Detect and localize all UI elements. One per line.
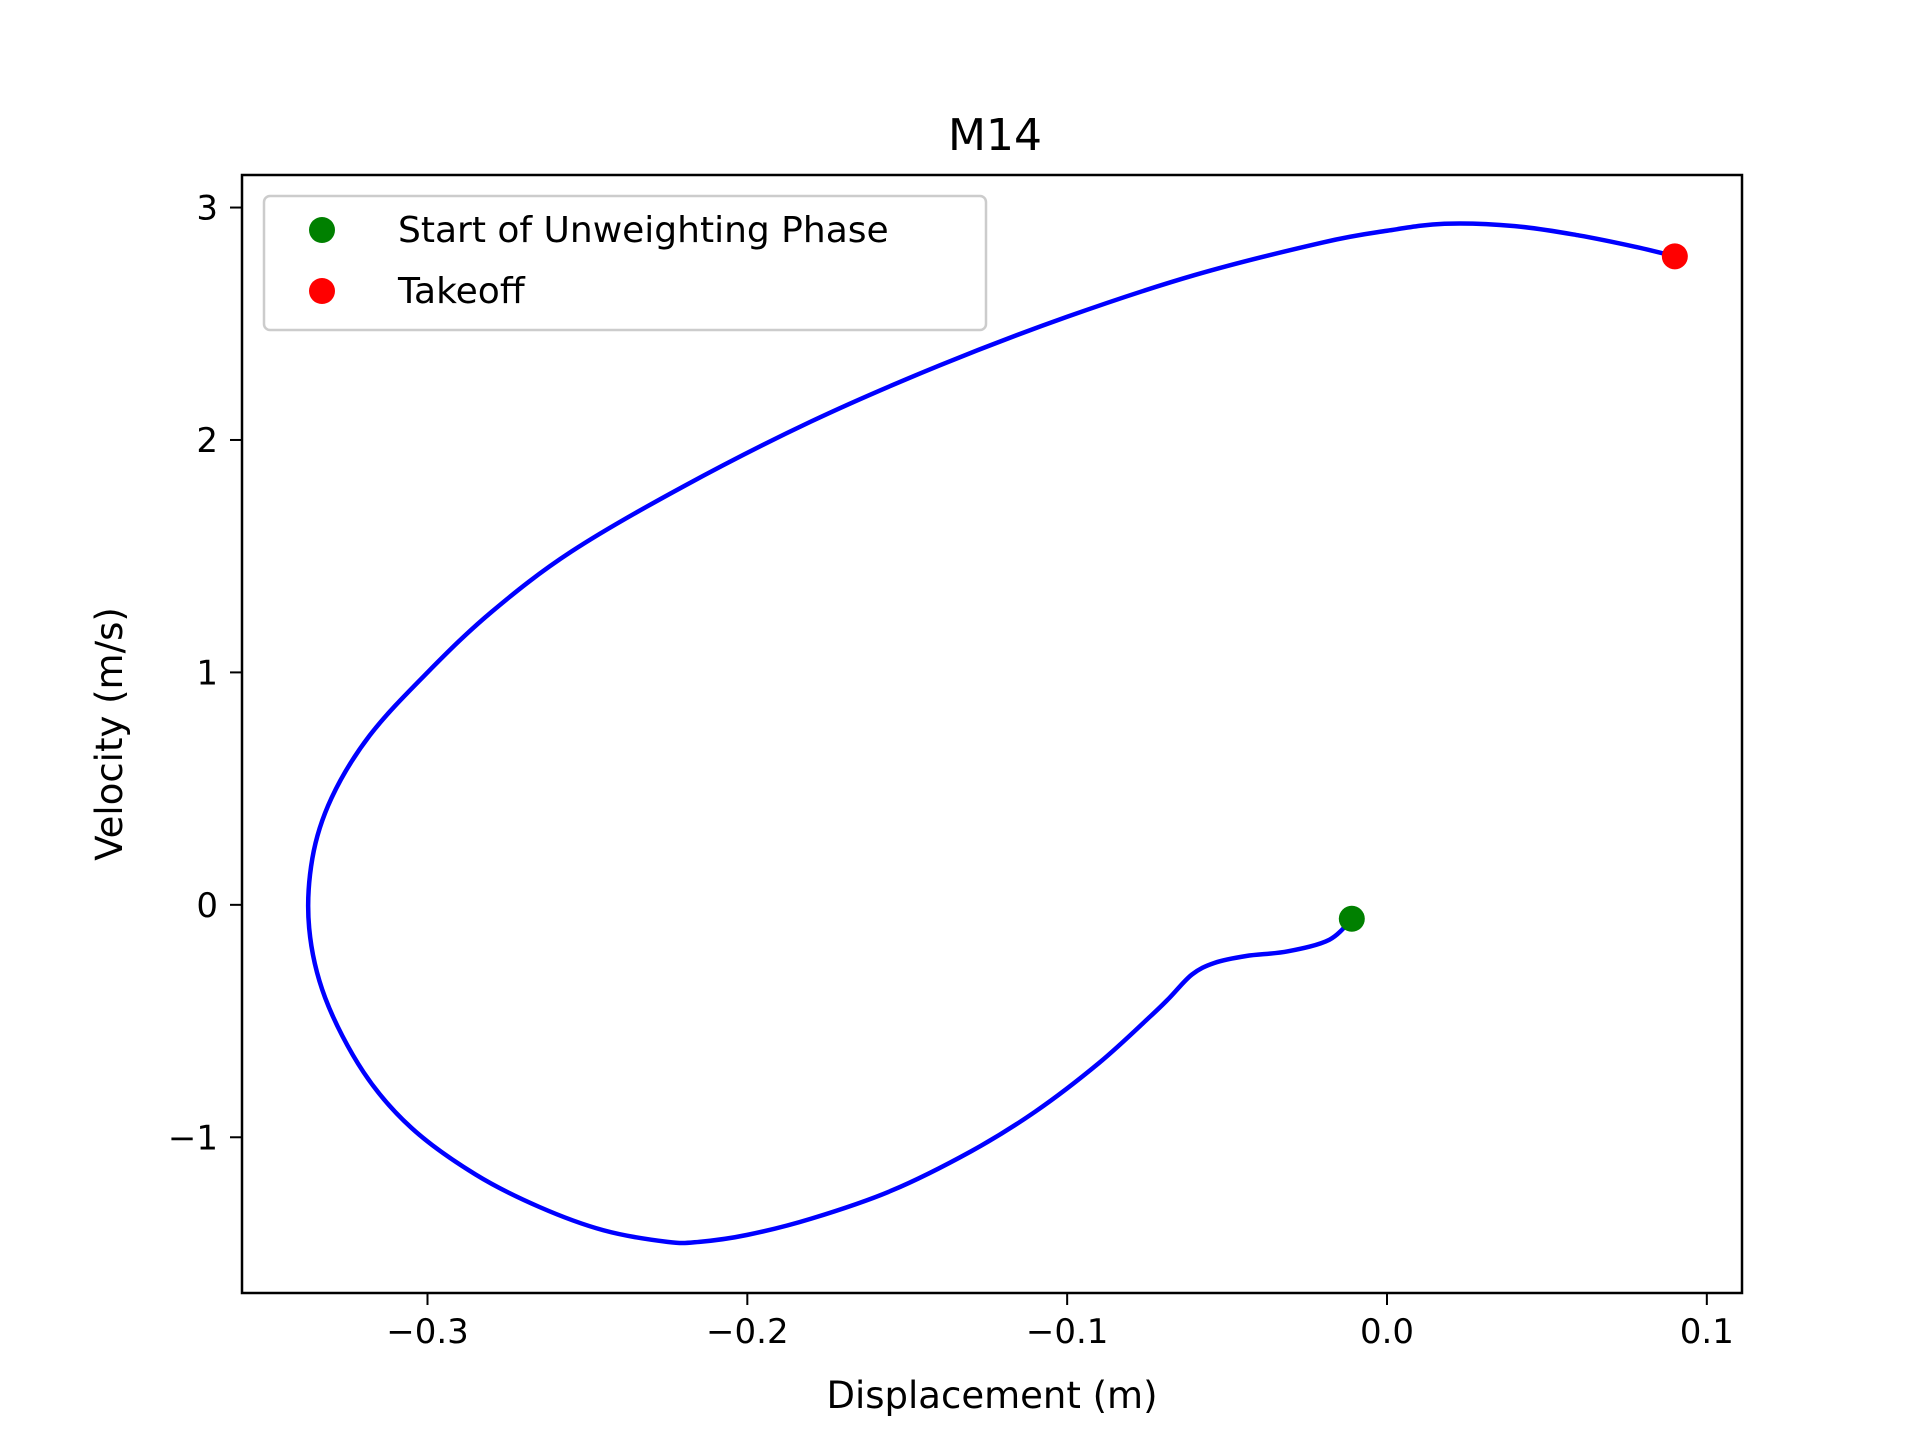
x-tick-label: 0.1: [1680, 1312, 1734, 1352]
series-line-0: [305, 221, 1678, 1246]
y-tick-label: −1: [168, 1118, 218, 1158]
y-axis: −1 0 1 2 3: [168, 189, 242, 1158]
x-tick-label: 0.0: [1360, 1312, 1414, 1352]
data-point-start-of-unweighting: [1338, 905, 1365, 932]
y-tick-label: 3: [196, 189, 218, 229]
x-tick-label: −0.3: [386, 1312, 469, 1352]
y-axis-label: Velocity (m/s): [88, 607, 131, 861]
x-tick-label: −0.1: [1026, 1312, 1109, 1352]
x-axis-label: Displacement (m): [826, 1374, 1157, 1417]
legend-box: [262, 194, 988, 332]
y-tick-label: 0: [196, 886, 218, 926]
legend-marker-start-of-unweighting: [309, 217, 335, 243]
legend-label-start-of-unweighting: Start of Unweighting Phase: [398, 210, 889, 251]
x-tick-label: −0.2: [706, 1312, 789, 1352]
chart-title: M14: [948, 110, 1042, 161]
data-point-takeoff: [1661, 243, 1688, 270]
y-tick-label: 2: [196, 421, 218, 461]
plot-frame: [240, 173, 1744, 1295]
legend: Start of Unweighting Phase Takeoff: [262, 194, 988, 332]
legend-label-takeoff: Takeoff: [397, 271, 526, 312]
legend-marker-takeoff: [309, 278, 335, 304]
x-axis: −0.3 −0.2 −0.1 0.0 0.1: [386, 1293, 1734, 1352]
y-tick-label: 1: [196, 653, 218, 693]
plot-area: [305, 221, 1688, 1246]
